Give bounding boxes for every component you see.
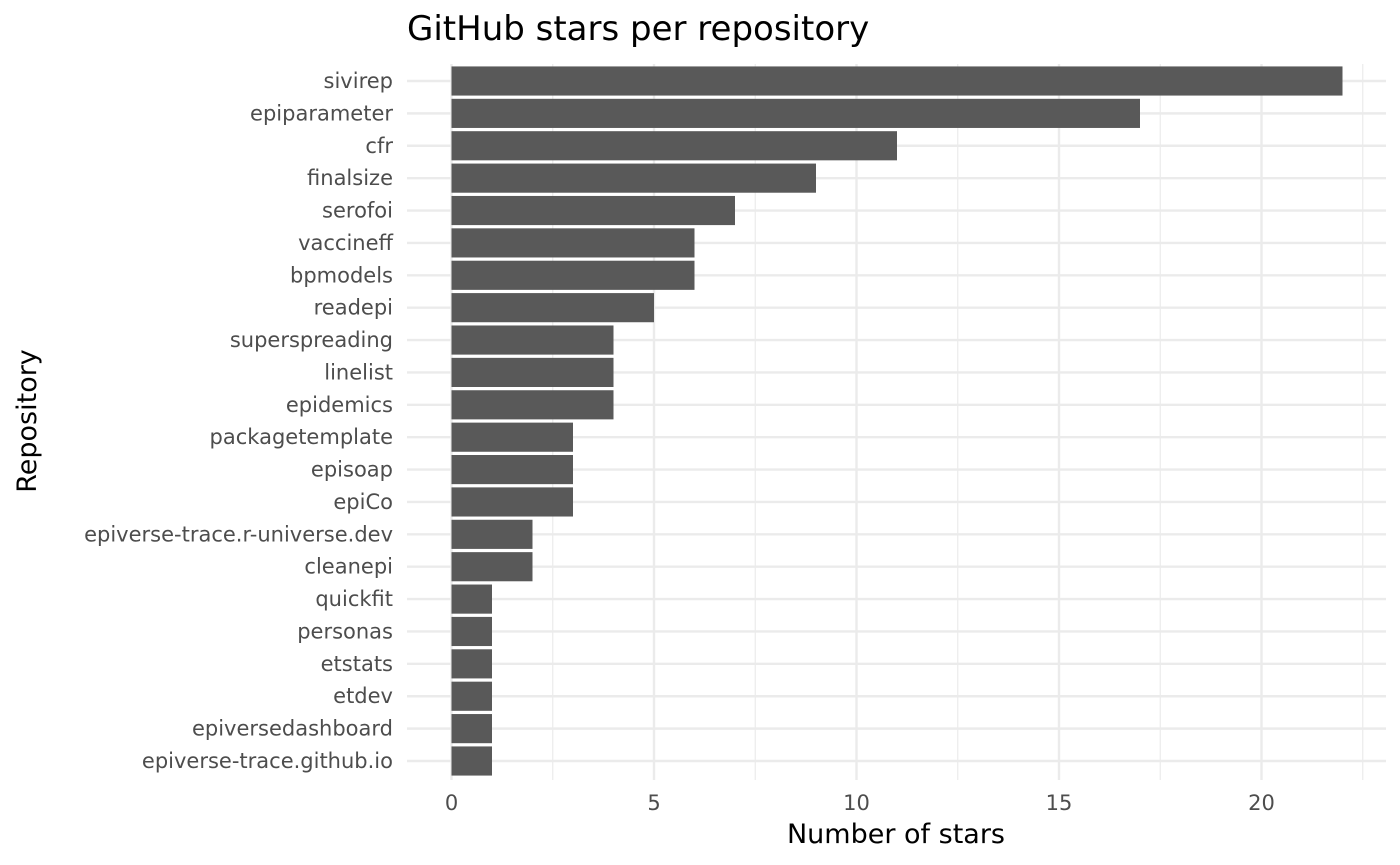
y-tick-label: epidemics [286, 393, 393, 417]
x-tick-label: 15 [1046, 791, 1073, 815]
bar [451, 260, 695, 290]
y-tick-label: etdev [333, 684, 393, 708]
bar [451, 390, 614, 420]
bar [451, 649, 492, 679]
chart-title: GitHub stars per repository [407, 9, 870, 49]
y-tick-label: readepi [314, 296, 393, 320]
bar [451, 552, 533, 582]
y-tick-label: cfr [365, 134, 393, 158]
bar [451, 228, 695, 258]
bar [451, 325, 614, 355]
x-axis-title: Number of stars [787, 819, 1005, 850]
y-tick-label: episoap [311, 458, 393, 482]
bar [451, 195, 735, 226]
y-tick-label: superspreading [230, 328, 393, 352]
bar [451, 584, 492, 614]
bar [451, 163, 816, 193]
bar [451, 714, 492, 744]
bar [451, 98, 1140, 128]
y-tick-label: bpmodels [290, 263, 393, 287]
y-tick-label: finalsize [307, 166, 393, 190]
bar [451, 422, 573, 452]
y-tick-label: epiCo [333, 490, 393, 514]
x-tick-label: 10 [843, 791, 870, 815]
y-tick-label: quickfit [315, 587, 393, 611]
bars [451, 66, 1343, 776]
bar [451, 487, 573, 517]
x-tick-labels: 0 5 10 15 20 [445, 791, 1275, 815]
y-axis-title: Repository [12, 349, 43, 493]
bar [451, 519, 533, 549]
x-tick-label: 20 [1248, 791, 1275, 815]
x-tick-label: 0 [445, 791, 458, 815]
y-tick-label: packagetemplate [210, 425, 393, 449]
y-tick-label: serofoi [322, 199, 393, 223]
bar [451, 66, 1343, 96]
y-tick-labels: sivirep epiparameter cfr finalsize serofoi va… [84, 69, 393, 773]
y-tick-label: epiversedashboard [192, 717, 393, 741]
bar [451, 455, 573, 485]
y-tick-label: vaccineff [298, 231, 393, 255]
y-tick-label: epiparameter [250, 101, 393, 125]
x-tick-label: 5 [647, 791, 660, 815]
bar [451, 293, 654, 323]
bar [451, 746, 492, 776]
bar [451, 681, 492, 711]
y-tick-label: cleanepi [304, 555, 393, 579]
y-tick-label: epiverse-trace.github.io [142, 749, 393, 773]
y-tick-label: epiverse-trace.r-universe.dev [84, 522, 393, 546]
bar [451, 131, 897, 161]
y-tick-label: linelist [324, 360, 393, 384]
bar [451, 616, 492, 647]
y-tick-label: personas [297, 619, 393, 643]
y-tick-label: sivirep [324, 69, 393, 93]
y-tick-label: etstats [321, 652, 393, 676]
bar [451, 357, 614, 387]
